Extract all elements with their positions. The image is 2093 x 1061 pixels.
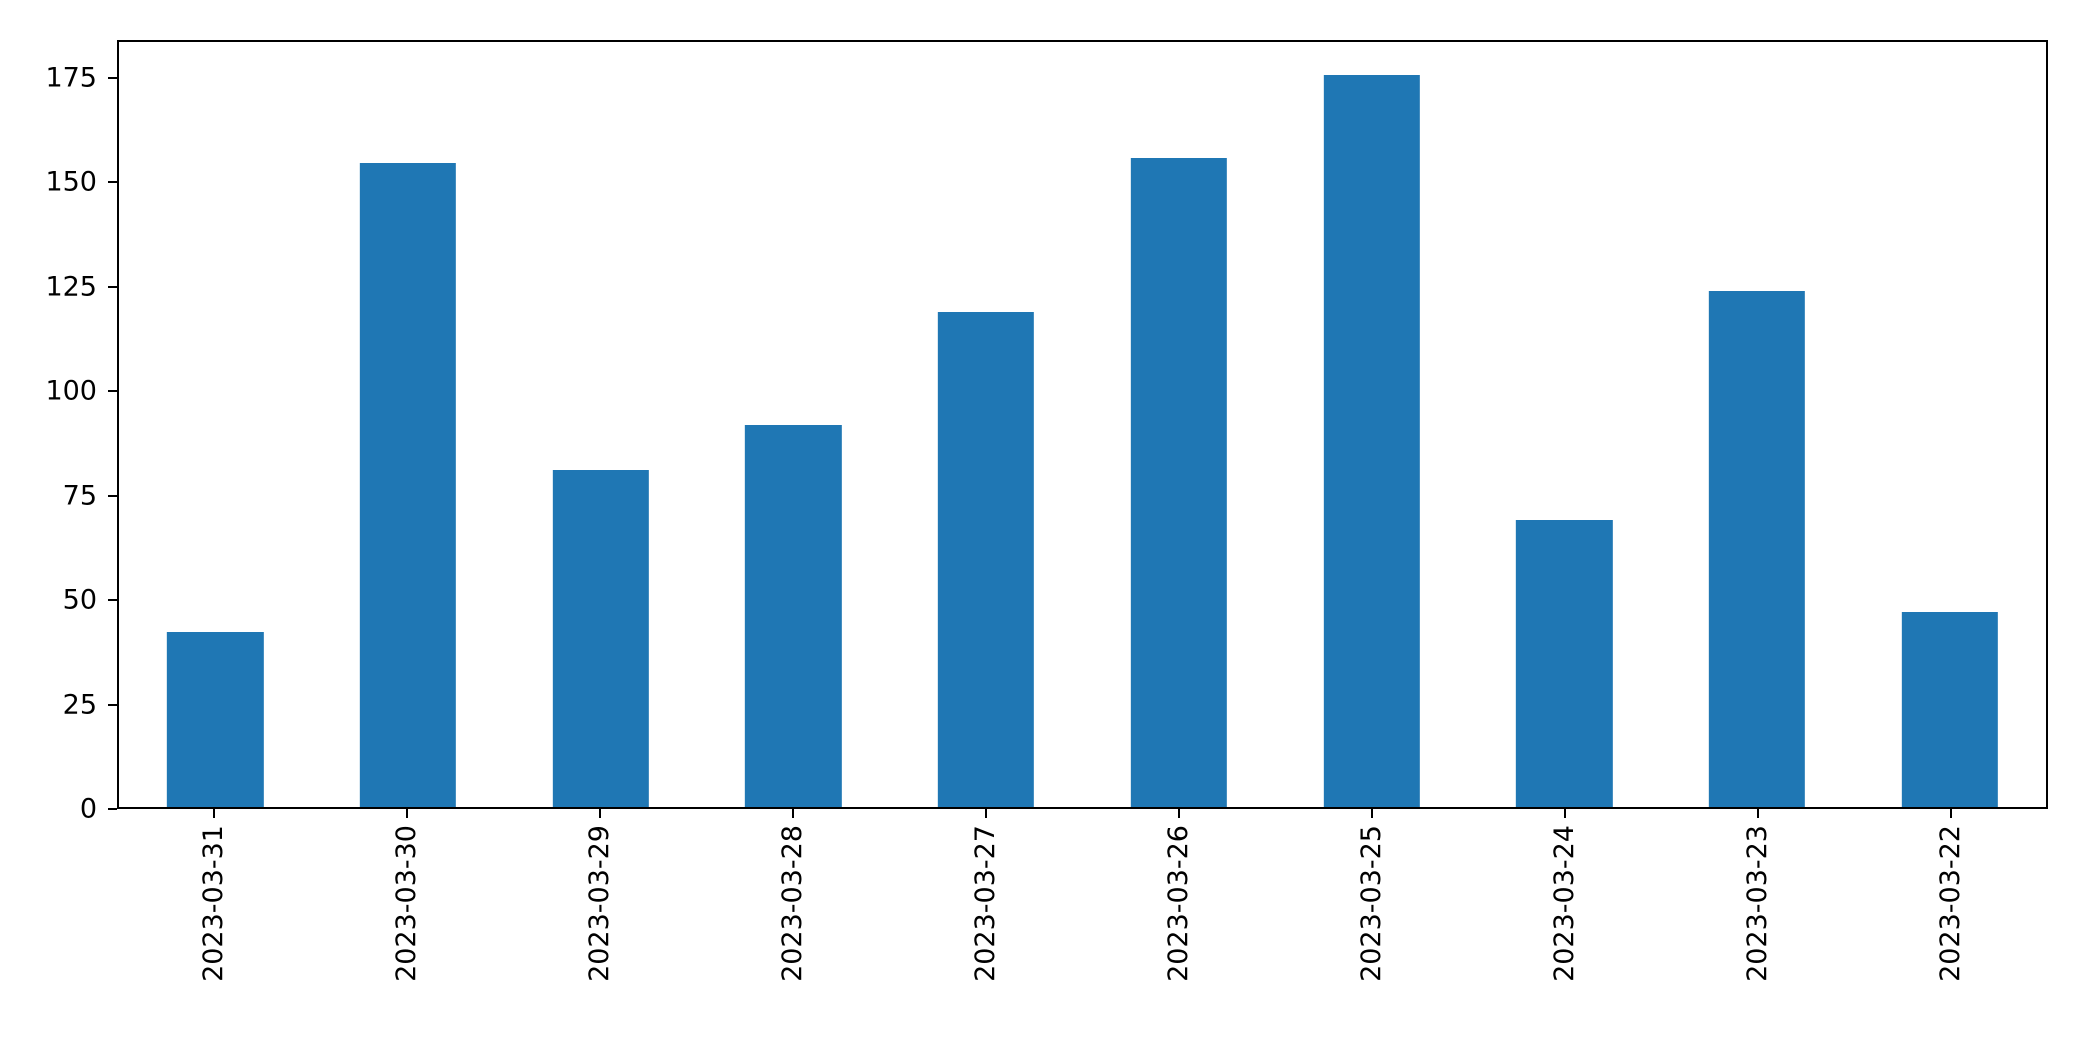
bar-2023-03-26	[1130, 158, 1228, 807]
y-tick-label: 25	[62, 689, 97, 721]
plot-frame	[117, 40, 2048, 809]
y-tick-label: 50	[62, 584, 97, 616]
x-tick-label: 2023-03-23	[1742, 825, 1774, 982]
x-tick-label: 2023-03-28	[777, 825, 808, 982]
x-tick-mark	[984, 809, 987, 818]
y-tick-mark	[108, 703, 117, 706]
y-tick-mark	[108, 76, 117, 79]
y-tick-label: 100	[45, 375, 97, 407]
x-tick-mark	[1564, 809, 1567, 818]
x-tick-label: 2023-03-31	[197, 825, 229, 982]
bar-2023-03-30	[359, 162, 457, 807]
y-tick-mark	[108, 808, 117, 810]
bar-2023-03-23	[1708, 291, 1806, 807]
bar-2023-03-24	[1516, 520, 1613, 807]
y-tick-label: 0	[79, 793, 97, 825]
x-tick-mark	[1371, 809, 1374, 818]
x-tick-label: 2023-03-27	[970, 825, 1002, 982]
x-tick-mark	[212, 809, 215, 818]
bar-2023-03-25	[1323, 75, 1420, 807]
x-tick-label: 2023-03-24	[1549, 825, 1581, 982]
x-tick-mark	[1757, 809, 1760, 818]
y-tick-label: 125	[45, 271, 97, 303]
bar-2023-03-28	[745, 424, 842, 807]
x-tick-label: 2023-03-29	[583, 825, 615, 982]
x-tick-mark	[791, 809, 794, 818]
bar-2023-03-27	[937, 312, 1035, 807]
x-tick-label: 2023-03-30	[390, 825, 422, 982]
y-tick-label: 175	[45, 62, 97, 94]
y-tick-label: 150	[45, 166, 97, 198]
y-tick-mark	[108, 181, 117, 184]
bar-2023-03-31	[167, 632, 264, 807]
x-tick-mark	[598, 809, 601, 818]
y-tick-mark	[108, 494, 117, 497]
x-tick-mark	[1950, 809, 1953, 818]
x-tick-label: 2023-03-25	[1356, 825, 1388, 982]
y-tick-mark	[108, 390, 117, 393]
y-tick-label: 75	[62, 480, 97, 512]
y-tick-mark	[108, 285, 117, 288]
x-tick-label: 2023-03-22	[1935, 825, 1967, 982]
x-tick-mark	[405, 809, 408, 818]
y-axis: 0 25 50 75 100 125 150 175	[0, 40, 117, 823]
x-axis: 2023-03-31 2023-03-30 2023-03-29 2023-03-28…	[117, 809, 2048, 1061]
x-tick-mark	[1178, 809, 1181, 818]
y-tick-mark	[108, 599, 117, 602]
bar-2023-03-29	[552, 470, 649, 807]
x-tick-label: 2023-03-26	[1163, 825, 1195, 982]
bar-2023-03-22	[1901, 611, 1998, 807]
